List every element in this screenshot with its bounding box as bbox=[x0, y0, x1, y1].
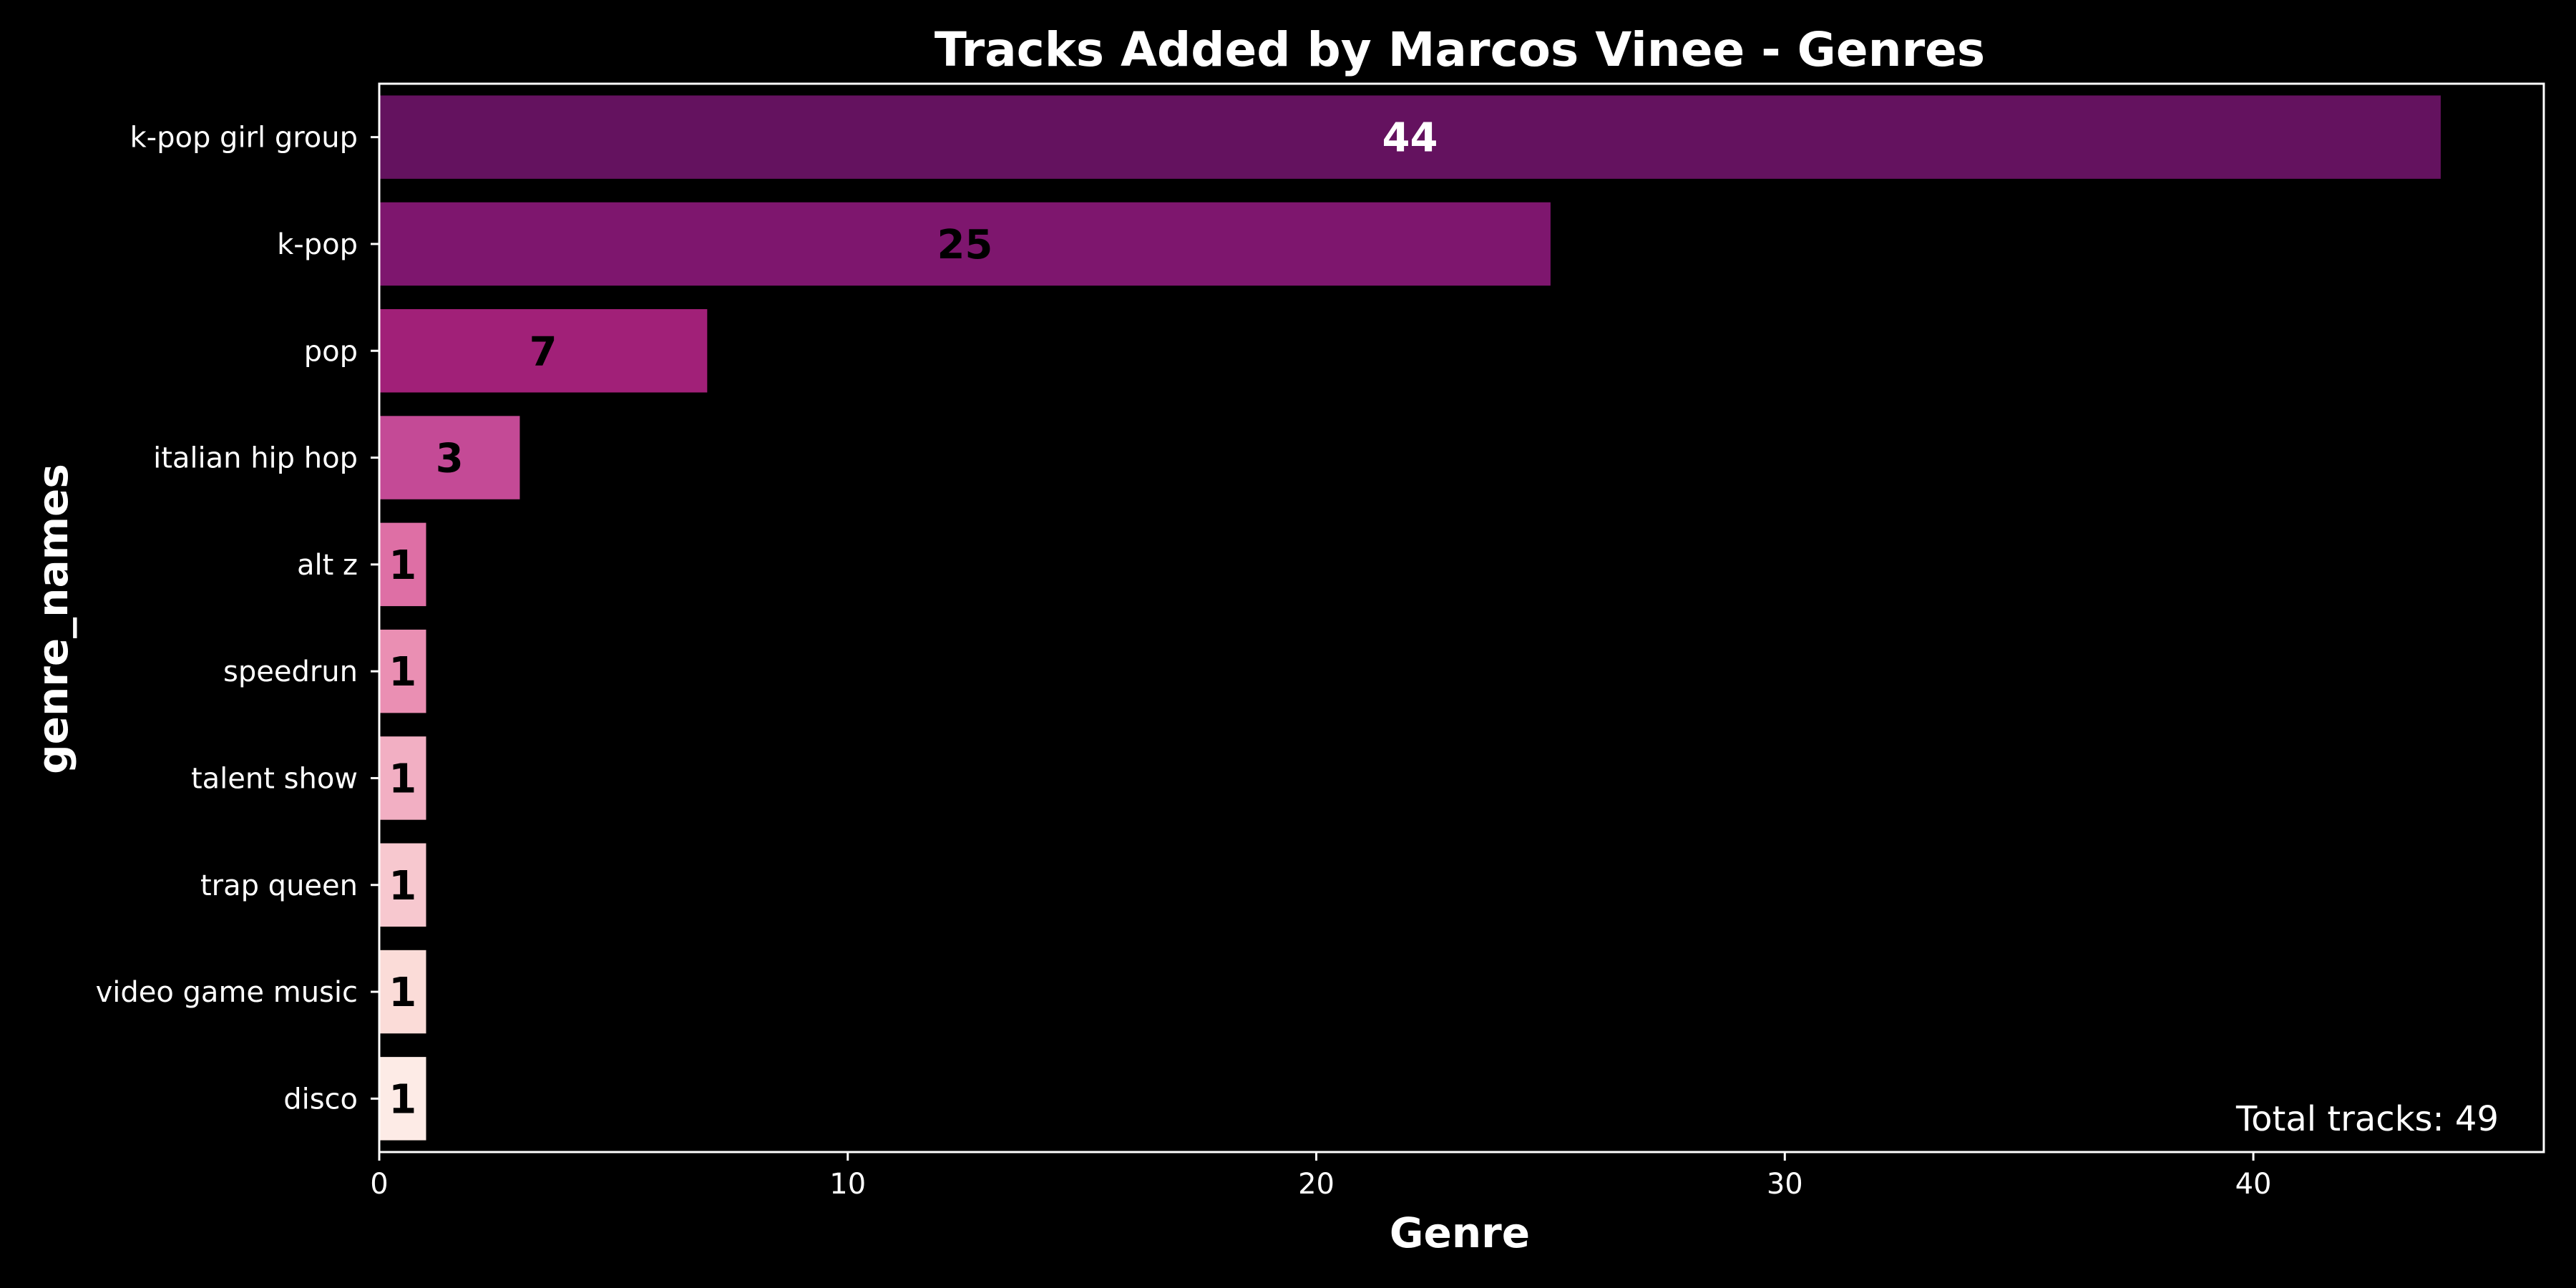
bar-value-label-7: 1 bbox=[389, 863, 416, 909]
plot-frame bbox=[378, 82, 2545, 1153]
bar-value-label-8: 1 bbox=[389, 970, 416, 1016]
bar-9 bbox=[379, 1057, 426, 1141]
bar-1 bbox=[379, 202, 1551, 286]
y-tick-label-1: k-pop bbox=[277, 228, 358, 261]
bar-value-label-6: 1 bbox=[389, 756, 416, 802]
bars-group bbox=[379, 95, 2441, 1141]
bar-value-label-3: 3 bbox=[436, 436, 464, 482]
y-tick-label-4: alt z bbox=[297, 549, 358, 582]
bar-labels-group: 44 25 7 3 1 1 1 1 1 1 bbox=[389, 115, 1438, 1123]
y-tick-label-7: trap queen bbox=[200, 869, 358, 902]
bar-value-label-2: 7 bbox=[530, 328, 557, 375]
y-tick-label-0: k-pop girl group bbox=[130, 122, 358, 155]
bar-value-label-4: 1 bbox=[389, 542, 416, 589]
bar-0 bbox=[379, 95, 2441, 179]
bar-value-label-1: 25 bbox=[937, 222, 992, 268]
bar-6 bbox=[379, 736, 426, 820]
x-tick-label-3: 30 bbox=[1767, 1168, 1803, 1201]
x-axis-label: Genre bbox=[1390, 1209, 1530, 1257]
bar-7 bbox=[379, 843, 426, 927]
y-axis-label: genre_names bbox=[29, 464, 77, 774]
y-axis-ticks: k-pop girl group k-pop pop italian hip hop a… bbox=[96, 122, 379, 1116]
x-tick-label-2: 20 bbox=[1298, 1168, 1335, 1201]
y-tick-label-9: disco bbox=[283, 1083, 358, 1116]
x-axis-ticks: 0 10 20 30 40 bbox=[370, 1152, 2272, 1201]
bar-4 bbox=[379, 522, 426, 607]
x-tick-label-4: 40 bbox=[2235, 1168, 2272, 1201]
bar-value-label-0: 44 bbox=[1382, 115, 1438, 162]
x-tick-label-0: 0 bbox=[370, 1168, 388, 1201]
y-tick-label-6: talent show bbox=[191, 762, 358, 795]
bar-5 bbox=[379, 629, 426, 713]
bar-3 bbox=[379, 416, 520, 499]
x-tick-label-1: 10 bbox=[829, 1168, 866, 1201]
chart-title: Tracks Added by Marcos Vinee - Genres bbox=[935, 22, 1985, 77]
y-tick-label-5: speedrun bbox=[223, 655, 358, 688]
bar-8 bbox=[379, 950, 426, 1034]
y-tick-label-2: pop bbox=[304, 335, 358, 368]
y-tick-label-3: italian hip hop bbox=[153, 442, 358, 475]
y-tick-label-8: video game music bbox=[96, 976, 358, 1009]
total-tracks-annotation: Total tracks: 49 bbox=[2235, 1099, 2499, 1139]
bar-value-label-9: 1 bbox=[389, 1076, 416, 1123]
bar-2 bbox=[379, 309, 708, 393]
bar-value-label-5: 1 bbox=[389, 649, 416, 696]
